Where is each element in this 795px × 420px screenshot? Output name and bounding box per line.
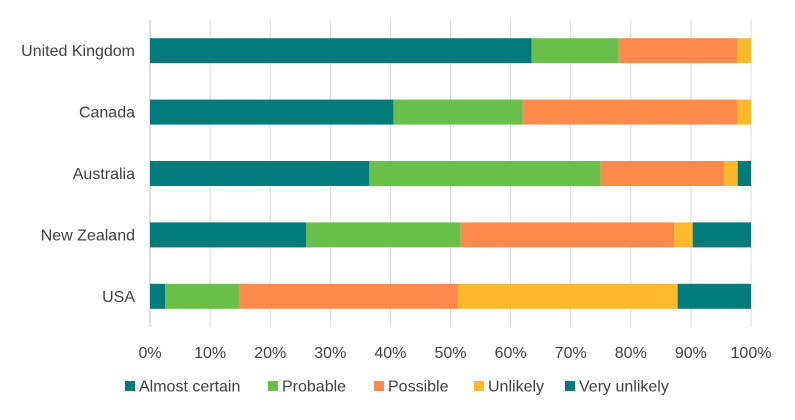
legend-label: Almost certain: [139, 379, 240, 396]
x-tick-label: 80%: [615, 345, 647, 362]
bar-segment-new-zealand-unlikely: [674, 222, 693, 248]
legend-label: Possible: [388, 379, 449, 396]
bar-segment-usa-unlikely: [458, 283, 678, 309]
bar-segment-canada-possible: [522, 99, 738, 125]
x-tick-label: 40%: [374, 345, 406, 362]
legend-item: Probable: [268, 379, 346, 396]
bar-segment-usa-possible: [238, 283, 459, 309]
bar-segment-australia-probable: [369, 161, 601, 186]
x-tick-label: 60%: [495, 345, 527, 362]
bar-segment-usa-probable: [165, 283, 239, 309]
legend-swatch: [565, 381, 575, 391]
legend-swatch: [125, 381, 135, 391]
bar-segment-australia-unlikely: [723, 161, 738, 186]
bar-segment-usa-almost-certain: [150, 283, 166, 309]
x-tick-label: 20%: [254, 345, 286, 362]
legend: Almost certain Probable Possible Unlikely Ve…: [125, 379, 669, 396]
category-label: Australia: [73, 166, 135, 183]
bar-segment-australia-almost-certain: [150, 161, 370, 186]
bar-segment-canada-unlikely: [737, 99, 751, 125]
category-label: USA: [102, 289, 135, 306]
legend-item: Almost certain: [125, 379, 240, 396]
bar-segment-united-kingdom-possible: [618, 38, 738, 64]
legend-item: Unlikely: [474, 379, 544, 396]
legend-swatch: [474, 381, 484, 391]
bar-segment-new-zealand-almost-certain: [150, 222, 307, 248]
legend-item: Very unlikely: [565, 379, 669, 396]
x-tick-label: 0%: [138, 345, 161, 362]
x-tick-label: 50%: [434, 345, 466, 362]
bars: [150, 38, 751, 309]
x-tick-labels: 0% 10% 20% 30% 40% 50% 60% 70% 80% 90% 100%: [138, 345, 771, 362]
legend-label: Probable: [282, 379, 346, 396]
bar-segment-united-kingdom-probable: [531, 38, 619, 64]
category-label: New Zealand: [41, 227, 135, 244]
bar-segment-new-zealand-possible: [460, 222, 675, 248]
bar-segment-australia-very-unlikely: [737, 161, 751, 186]
x-tick-label: 100%: [731, 345, 772, 362]
bar-segment-united-kingdom-unlikely: [737, 38, 751, 64]
bar-segment-new-zealand-very-unlikely: [692, 222, 751, 248]
bar-segment-new-zealand-probable: [306, 222, 461, 248]
legend-label: Unlikely: [488, 379, 544, 396]
legend-item: Possible: [374, 379, 449, 396]
bar-segment-usa-very-unlikely: [677, 283, 751, 309]
bar-segment-australia-possible: [600, 161, 724, 186]
x-tick-label: 10%: [194, 345, 226, 362]
x-tick-label: 30%: [314, 345, 346, 362]
legend-swatch: [268, 381, 278, 391]
x-tick-label: 70%: [555, 345, 587, 362]
x-tick-label: 90%: [675, 345, 707, 362]
bar-segment-united-kingdom-almost-certain: [150, 38, 532, 64]
bar-segment-canada-almost-certain: [150, 99, 394, 125]
bar-segment-canada-probable: [393, 99, 523, 125]
legend-label: Very unlikely: [579, 379, 669, 396]
category-label: Canada: [79, 105, 135, 122]
legend-swatch: [374, 381, 384, 391]
category-label: United Kingdom: [21, 43, 135, 60]
